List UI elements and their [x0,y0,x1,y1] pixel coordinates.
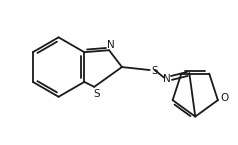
Text: N: N [163,74,170,84]
Text: S: S [151,66,158,76]
Text: N: N [107,40,115,50]
Text: O: O [221,93,229,103]
Text: S: S [93,89,99,99]
